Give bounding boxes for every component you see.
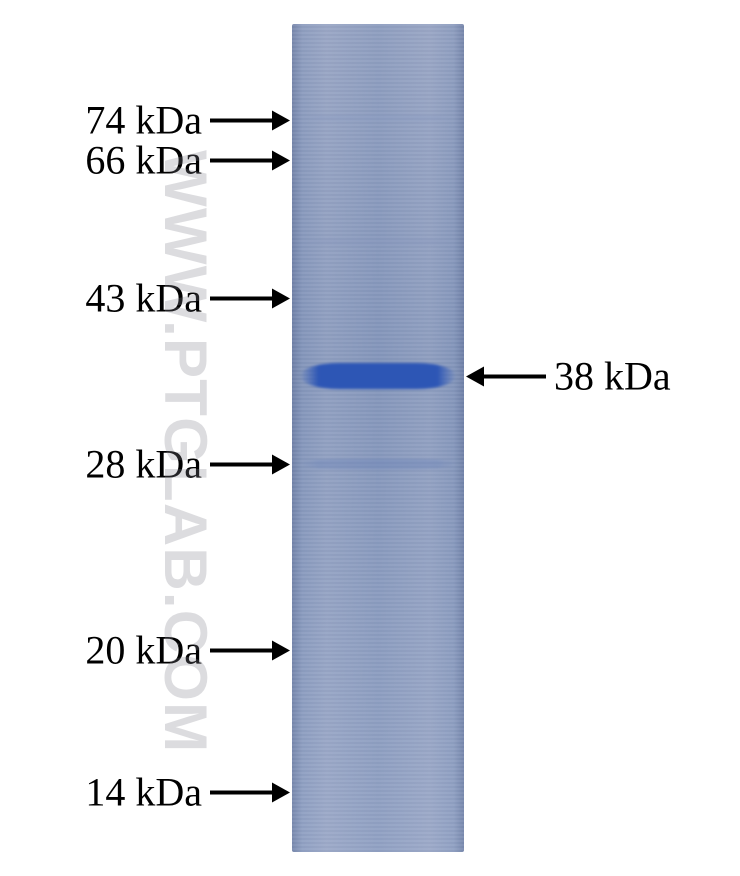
- mw-marker: 43 kDa: [85, 275, 290, 322]
- mw-marker-label: 43 kDa: [85, 275, 202, 322]
- arrow-right-icon: [210, 286, 290, 310]
- arrow-left-icon: [466, 364, 546, 388]
- arrow-right-icon: [210, 148, 290, 172]
- result-marker: 38 kDa: [466, 353, 671, 400]
- mw-marker: 14 kDa: [85, 769, 290, 816]
- mw-marker: 20 kDa: [85, 627, 290, 674]
- gel-lane: [292, 24, 464, 852]
- result-marker-label: 38 kDa: [554, 353, 671, 400]
- arrow-right-icon: [210, 108, 290, 132]
- mw-marker-label: 20 kDa: [85, 627, 202, 674]
- mw-marker-label: 66 kDa: [85, 137, 202, 184]
- gel-band: [300, 363, 456, 389]
- gel-figure: 74 kDa66 kDa43 kDa28 kDa20 kDa14 kDa 38 …: [0, 0, 740, 876]
- mw-marker-label: 14 kDa: [85, 769, 202, 816]
- mw-marker-label: 28 kDa: [85, 441, 202, 488]
- gel-band: [300, 115, 456, 121]
- arrow-right-icon: [210, 780, 290, 804]
- gel-band: [300, 239, 456, 245]
- gel-band: [300, 459, 456, 469]
- arrow-right-icon: [210, 638, 290, 662]
- mw-marker: 28 kDa: [85, 441, 290, 488]
- mw-marker: 66 kDa: [85, 137, 290, 184]
- arrow-right-icon: [210, 452, 290, 476]
